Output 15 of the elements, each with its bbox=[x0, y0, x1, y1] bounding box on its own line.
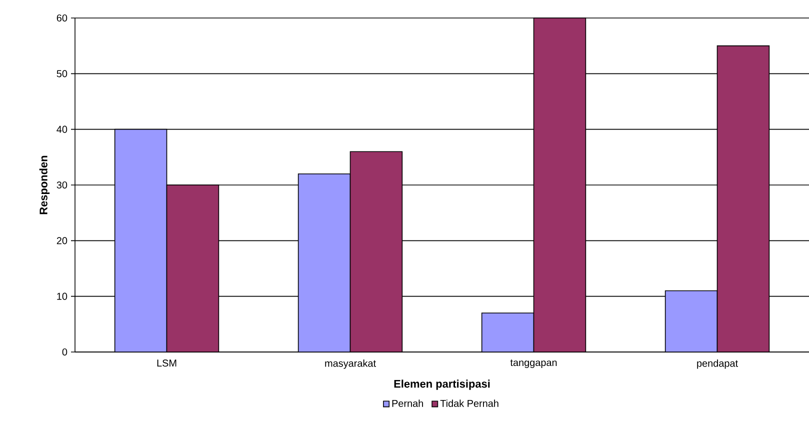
x-axis-title: Elemen partisipasi bbox=[394, 380, 490, 390]
x-tick-label: masyarakat bbox=[325, 360, 376, 369]
x-tick-label: tanggapan bbox=[510, 360, 557, 368]
y-tick-label: 20 bbox=[56, 237, 68, 244]
y-tick-label: 10 bbox=[57, 292, 68, 300]
x-tick-label: pendapat bbox=[697, 360, 738, 369]
legend-label: Pernah bbox=[392, 400, 423, 407]
y-tick-label: 0 bbox=[62, 348, 68, 356]
y-tick-label: 40 bbox=[56, 126, 68, 133]
legend-label: Tidak Pernah bbox=[440, 400, 498, 407]
x-tick-label: LSM bbox=[157, 360, 176, 367]
y-tick-label: 30 bbox=[56, 181, 68, 189]
y-tick-label: 60 bbox=[56, 14, 68, 22]
y-axis-title: Responden bbox=[39, 156, 50, 214]
y-tick-label: 50 bbox=[56, 70, 68, 78]
